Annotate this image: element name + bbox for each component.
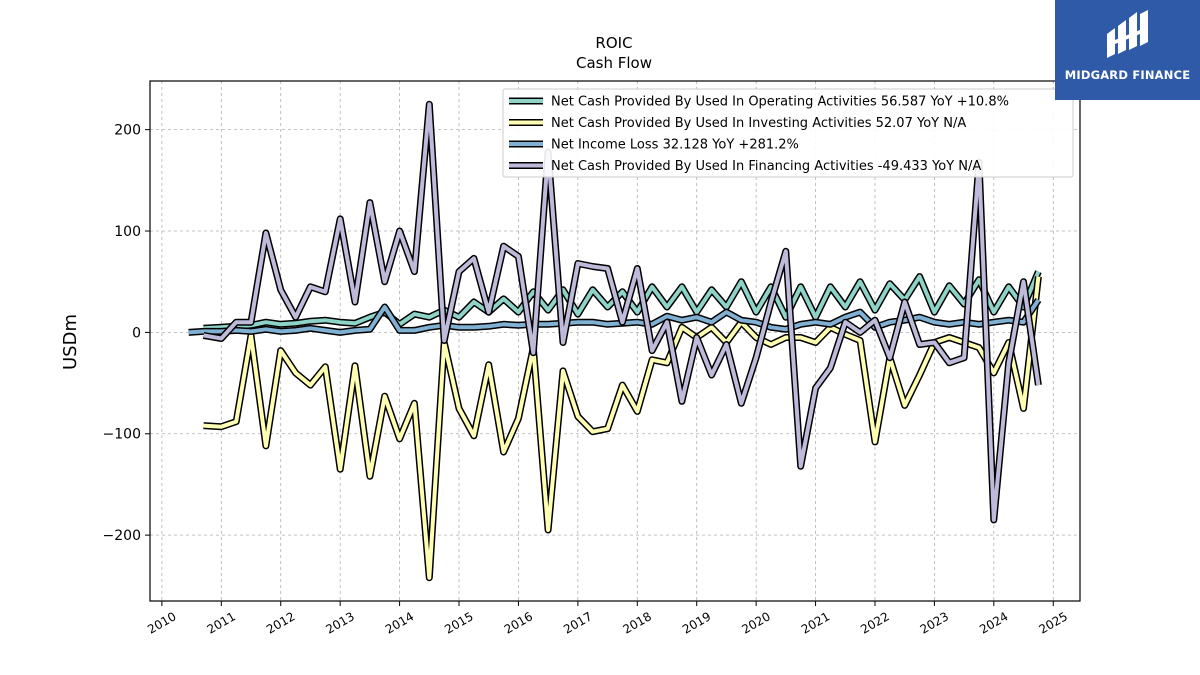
y-tick-label: 0 [132, 325, 141, 341]
y-axis-label: USDm [60, 314, 81, 370]
y-tick-label: 200 [114, 123, 141, 139]
legend: Net Cash Provided By Used In Operating A… [502, 88, 1074, 178]
axis-ticks: 2010 2011 2012 2013 2014 2015 2016 2017 2018 2019… [103, 123, 1070, 637]
x-tick-label: 2020 [739, 609, 772, 636]
series-line [203, 270, 1041, 331]
x-tick-label: 2011 [205, 609, 238, 636]
chart-title: ROIC [595, 34, 632, 52]
y-tick-label: 100 [114, 224, 141, 240]
brand-name: MIDGARD FINANCE [1064, 68, 1191, 82]
y-tick-label: −100 [103, 427, 141, 443]
series-line [203, 276, 1041, 580]
x-tick-label: 2025 [1037, 609, 1070, 636]
y-tick-label: −200 [103, 528, 141, 544]
brand-logo: MIDGARD FINANCE [1055, 0, 1200, 100]
chart-subtitle: Cash Flow [576, 54, 652, 72]
x-tick-label: 2010 [145, 609, 178, 636]
x-tick-label: 2021 [799, 609, 832, 636]
plot-frame [149, 80, 1081, 602]
x-tick-label: 2023 [918, 609, 951, 636]
x-tick-label: 2015 [442, 609, 475, 636]
legend-label: Net Cash Provided By Used In Financing A… [551, 159, 981, 174]
x-tick-label: 2014 [383, 609, 416, 636]
series-line [203, 102, 1041, 522]
legend-box [502, 88, 1074, 178]
series-lines [188, 100, 1042, 582]
x-tick-label: 2016 [502, 609, 535, 636]
legend-label: Net Cash Provided By Used In Investing A… [551, 116, 966, 131]
x-tick-label: 2013 [323, 609, 356, 636]
x-tick-label: 2024 [977, 609, 1010, 636]
x-tick-label: 2022 [858, 609, 891, 636]
x-tick-label: 2017 [561, 609, 594, 636]
legend-label: Net Income Loss 32.128 YoY +281.2% [551, 138, 799, 153]
x-tick-label: 2019 [680, 609, 713, 636]
brand-mark-icon [1107, 10, 1148, 58]
x-tick-label: 2018 [621, 609, 654, 636]
x-tick-label: 2012 [264, 609, 297, 636]
legend-label: Net Cash Provided By Used In Operating A… [551, 95, 1009, 110]
